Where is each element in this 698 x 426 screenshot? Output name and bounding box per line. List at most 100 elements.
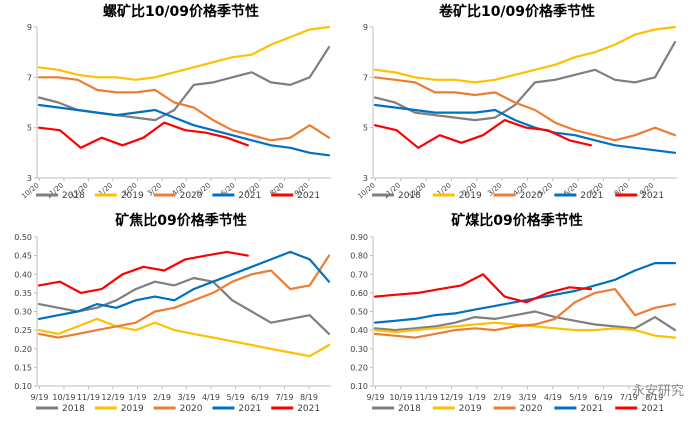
- y-tick-label: 7: [27, 73, 32, 82]
- legend-label: 2020: [180, 404, 203, 414]
- x-tick-label: 2/19: [153, 393, 171, 402]
- legend-label: 2018: [62, 191, 85, 201]
- x-tick-label: 4/19: [202, 393, 220, 402]
- chart-panel-3: 矿焦比09价格季节性 0.10 0.15 0.20 0.25 0.30 0.35 0.40 0.…: [14, 212, 331, 414]
- y-tick-label: 0.20: [350, 363, 368, 372]
- x-tick-label: 2/19: [493, 393, 511, 402]
- y-tick-label: 0.40: [14, 270, 32, 279]
- series-line-2021: [373, 262, 677, 324]
- series-line-2021: [373, 273, 593, 304]
- x-tick-label: 12/19: [440, 393, 463, 402]
- x-tick-label: 10/20: [20, 181, 41, 200]
- y-tick-label: 0.15: [14, 363, 32, 372]
- y-tick-label: 9: [363, 23, 368, 32]
- series-line-2019: [37, 317, 331, 358]
- chart-legend: 2018 2019 2020 2021 2021: [36, 404, 320, 414]
- y-tick-label: 0.20: [14, 345, 32, 354]
- series-line-2019: [373, 25, 677, 84]
- x-tick-label: 1/19: [468, 393, 486, 402]
- y-tick-label: 3: [363, 174, 368, 183]
- series-line-2020: [373, 76, 677, 142]
- series-line-2021: [37, 103, 331, 157]
- legend-label: 2018: [398, 191, 421, 201]
- y-tick-label: 3: [27, 174, 32, 183]
- y-tick-label: 0.90: [350, 233, 368, 242]
- legend-label: 2018: [398, 404, 421, 414]
- x-tick-label: 3/19: [177, 393, 195, 402]
- chart-title: 螺矿比10/09价格季节性: [103, 3, 259, 20]
- chart-title: 卷矿比10/09价格季节性: [438, 3, 595, 20]
- x-tick-label: 12/19: [101, 393, 124, 402]
- legend-label: 2021: [297, 404, 320, 414]
- x-tick-label: 4/19: [544, 393, 562, 402]
- legend-label: 2021: [297, 191, 320, 201]
- series-line-2018: [37, 45, 331, 122]
- chart-legend: 2018 2019 2020 2021 2021: [372, 191, 664, 201]
- legend-label: 2019: [459, 191, 482, 201]
- series-line-2021: [37, 250, 331, 320]
- legend-label: 2018: [62, 404, 85, 414]
- x-tick-label: 10/19: [52, 393, 75, 402]
- series-line-2018: [373, 310, 677, 332]
- chart-legend: 2018 2019 2020 2021 2021: [36, 191, 320, 201]
- watermark: 永安研究: [631, 384, 684, 399]
- x-tick-label: 5/19: [569, 393, 587, 402]
- x-tick-label: 11/19: [415, 393, 438, 402]
- legend-label: 2020: [520, 404, 543, 414]
- y-tick-label: 0.30: [14, 308, 32, 317]
- legend-label: 2021: [641, 191, 664, 201]
- chart-legend: 2018 2019 2020 2021 2021: [372, 404, 664, 414]
- x-tick-label: 8/19: [300, 393, 318, 402]
- x-tick-label: 1/19: [128, 393, 146, 402]
- series-line-2021: [373, 118, 593, 149]
- y-tick-label: 0.25: [14, 326, 32, 335]
- legend-label: 2021: [580, 191, 603, 201]
- legend-label: 2021: [238, 404, 261, 414]
- legend-label: 2021: [641, 404, 664, 414]
- y-tick-label: 0.10: [14, 382, 32, 391]
- y-tick-label: 0.40: [350, 326, 368, 335]
- series-line-2018: [373, 40, 677, 122]
- legend-label: 2019: [121, 191, 144, 201]
- x-tick-label: 9/19: [367, 393, 385, 402]
- x-tick-label: 6/19: [595, 393, 613, 402]
- legend-label: 2021: [580, 404, 603, 414]
- x-tick-label: 10/19: [389, 393, 412, 402]
- y-tick-label: 0.50: [350, 308, 368, 317]
- x-tick-label: 3/19: [519, 393, 537, 402]
- chart-title: 矿焦比09价格季节性: [115, 212, 246, 229]
- y-tick-label: 5: [27, 124, 32, 133]
- y-tick-label: 0.35: [14, 289, 32, 298]
- y-tick-label: 0.45: [14, 252, 32, 261]
- series-line-2020: [37, 254, 331, 339]
- series-line-2021: [37, 121, 249, 149]
- y-tick-label: 9: [27, 23, 32, 32]
- series-line-2020: [373, 288, 677, 339]
- x-tick-label: 9/19: [30, 393, 48, 402]
- x-tick-label: 7/19: [620, 393, 638, 402]
- y-tick-label: 0.60: [350, 289, 368, 298]
- legend-label: 2021: [238, 191, 261, 201]
- x-tick-label: 5/19: [226, 393, 244, 402]
- x-tick-label: 11/19: [77, 393, 100, 402]
- y-tick-label: 0.80: [350, 252, 368, 261]
- y-tick-label: 0.70: [350, 270, 368, 279]
- legend-label: 2019: [121, 404, 144, 414]
- y-tick-label: 7: [363, 73, 368, 82]
- x-tick-label: 8/19: [645, 393, 663, 402]
- legend-label: 2019: [459, 404, 482, 414]
- x-tick-label: 10/20: [356, 181, 377, 200]
- chart-title: 矿煤比09价格季节性: [451, 212, 582, 229]
- x-tick-label: 7/19: [275, 393, 293, 402]
- y-tick-label: 0.10: [350, 382, 368, 391]
- series-line-2021: [37, 250, 249, 294]
- legend-label: 2020: [180, 191, 203, 201]
- y-tick-label: 0.50: [14, 233, 32, 242]
- series-line-2019: [37, 25, 331, 81]
- series-line-2021: [373, 103, 677, 154]
- y-tick-label: 5: [363, 124, 368, 133]
- series-line-2018: [37, 276, 331, 335]
